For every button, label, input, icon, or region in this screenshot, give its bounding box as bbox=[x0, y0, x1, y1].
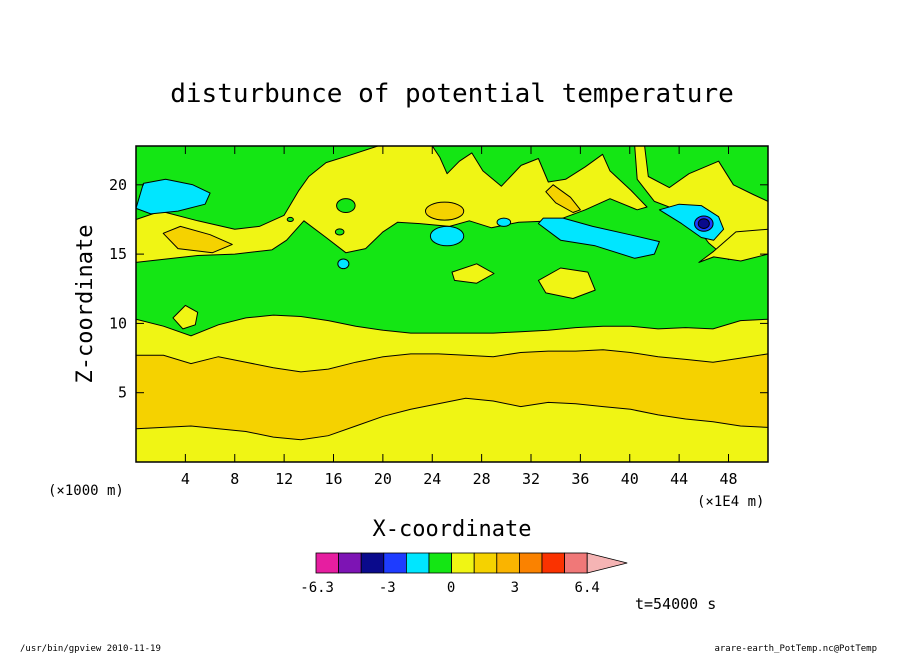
blob-yellow-right-tongue bbox=[698, 228, 768, 263]
colorbar-segment bbox=[451, 552, 475, 574]
x-tick-label: 40 bbox=[621, 470, 639, 488]
x-tick-label: 28 bbox=[473, 470, 491, 488]
y-tick-label: 10 bbox=[109, 314, 127, 332]
blob-orange-right bbox=[545, 184, 581, 213]
x-axis-label: X-coordinate bbox=[373, 517, 532, 542]
colorbar-segment bbox=[564, 552, 588, 574]
contour-line-middle bbox=[136, 349, 768, 373]
colorbar-label: 0 bbox=[447, 580, 455, 596]
colorbar-segment bbox=[519, 552, 543, 574]
y-axis-label: Z-coordinate bbox=[73, 225, 98, 384]
blob-green-pocket-2 bbox=[334, 228, 345, 236]
y-tick-label: 5 bbox=[118, 384, 127, 402]
time-label: t=54000 s bbox=[635, 595, 716, 613]
blob-cyan-center-right bbox=[537, 217, 660, 259]
colorbar-segment bbox=[428, 552, 453, 574]
chart-title: disturbunce of potential temperature bbox=[170, 79, 734, 109]
colorbar-segment bbox=[338, 552, 362, 574]
blob-cyan-tiny bbox=[337, 258, 350, 270]
blob-orange-mid bbox=[424, 201, 465, 221]
colorbar-segment bbox=[405, 552, 430, 574]
x-tick-label: 8 bbox=[230, 470, 239, 488]
blob-cyan-left bbox=[136, 178, 211, 215]
contour-blobs bbox=[136, 146, 768, 330]
footer-right: arare-earth_PotTemp.nc@PotTemp bbox=[714, 644, 877, 654]
x-tick-label: 48 bbox=[719, 470, 737, 488]
x-tick-label: 36 bbox=[571, 470, 589, 488]
blob-darkblue-core bbox=[697, 218, 710, 229]
x-tick-label: 32 bbox=[522, 470, 540, 488]
x-unit-label: (×1E4 m) bbox=[697, 494, 764, 510]
y-tick-label: 20 bbox=[109, 176, 127, 194]
colorbar-segment bbox=[383, 552, 407, 574]
x-tick-label: 24 bbox=[423, 470, 441, 488]
layer-yellow-surface bbox=[136, 398, 768, 462]
blob-yellow-island-2 bbox=[537, 267, 596, 299]
x-tick-label: 12 bbox=[275, 470, 293, 488]
blob-cyan-mid bbox=[429, 225, 465, 247]
blob-green-pocket-1 bbox=[336, 198, 356, 214]
blob-green-pocket-3 bbox=[286, 216, 294, 223]
blob-yellow-upper-left bbox=[136, 146, 648, 263]
blob-yellow-island-1 bbox=[451, 263, 495, 284]
x-tick-label: 4 bbox=[181, 470, 190, 488]
blob-cyan-right bbox=[658, 203, 725, 241]
colorbar: -6.3 -3 0 3 6.4 bbox=[300, 552, 628, 596]
colorbar-label: -6.3 bbox=[300, 580, 334, 596]
y-tick-label: 15 bbox=[109, 245, 127, 263]
y-unit-label: (×1000 m) bbox=[48, 483, 124, 499]
blob-orange-left bbox=[162, 225, 233, 254]
blob-cyan-small bbox=[496, 217, 512, 227]
colorbar-segment bbox=[496, 552, 520, 574]
contour-line-upper bbox=[136, 314, 768, 337]
x-axis-ticks: 4 8 12 16 20 24 28 32 36 40 44 48 bbox=[181, 146, 738, 488]
x-tick-label: 44 bbox=[670, 470, 688, 488]
blob-yellow-island-3 bbox=[172, 304, 199, 330]
colorbar-label: -3 bbox=[379, 580, 396, 596]
x-tick-label: 16 bbox=[324, 470, 342, 488]
plot-area bbox=[136, 146, 768, 462]
colorbar-segment bbox=[473, 552, 498, 574]
colorbar-label: 6.4 bbox=[575, 580, 600, 596]
contour-line-lower bbox=[136, 397, 768, 441]
footer-left: /usr/bin/gpview 2010-11-19 bbox=[20, 644, 161, 654]
colorbar-segment bbox=[315, 552, 340, 574]
x-tick-label: 20 bbox=[374, 470, 392, 488]
plot-frame bbox=[135, 145, 769, 463]
colorbar-segment bbox=[360, 552, 385, 574]
colorbar-segment bbox=[541, 552, 566, 574]
y-axis-ticks: 5 10 15 20 bbox=[109, 176, 768, 402]
colorbar-arrow bbox=[586, 552, 628, 574]
colorbar-label: 3 bbox=[511, 580, 519, 596]
